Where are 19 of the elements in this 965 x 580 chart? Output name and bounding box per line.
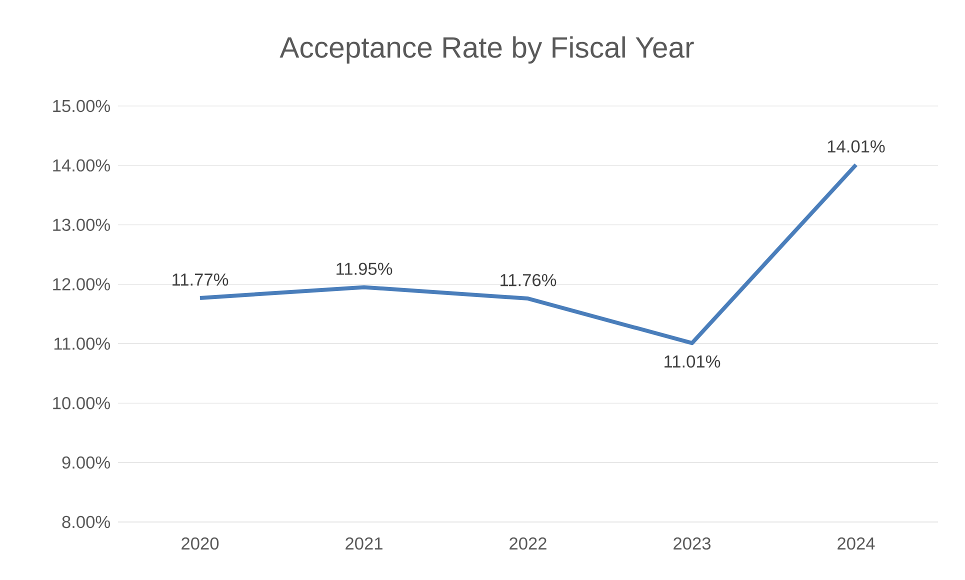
- y-tick-label: 15.00%: [53, 100, 110, 112]
- y-tick-label: 10.00%: [53, 396, 110, 410]
- data-label: 14.01%: [828, 140, 885, 153]
- chart-title: Acceptance Rate by Fiscal Year: [280, 36, 694, 64]
- x-tick-label: 2021: [346, 537, 382, 550]
- y-tick-label: 11.00%: [54, 338, 110, 350]
- y-tick-label: 9.00%: [62, 456, 110, 469]
- y-tick-label: 8.00%: [62, 516, 110, 528]
- data-label: 11.95%: [336, 262, 392, 275]
- x-tick-label: 2020: [182, 537, 219, 550]
- y-tick-label: 13.00%: [53, 218, 110, 231]
- x-tick-label: 2024: [838, 537, 875, 550]
- data-label: 11.76%: [500, 274, 556, 286]
- data-label: 11.01%: [664, 355, 720, 368]
- x-tick-label: 2023: [674, 537, 711, 550]
- data-label: 11.77%: [172, 274, 228, 286]
- y-tick-label: 12.00%: [53, 278, 110, 290]
- x-tick-label: 2022: [510, 537, 546, 550]
- y-tick-label: 14.00%: [53, 159, 110, 172]
